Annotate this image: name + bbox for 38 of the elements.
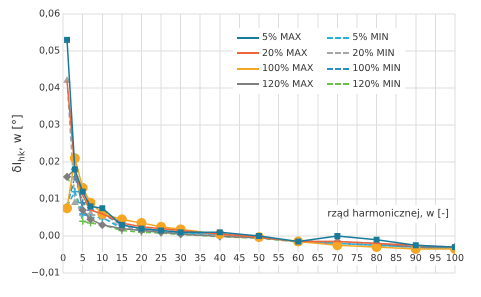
y-tick-label: 0,06 [38, 8, 60, 20]
legend-label: 20% MAX [262, 48, 308, 59]
x-tick-label: 85 [390, 253, 402, 264]
x-tick-label: 95 [429, 253, 442, 264]
x-axis-title: rząd harmonicznej, w [-] [327, 208, 450, 220]
legend-label: 100% MAX [262, 63, 314, 74]
x-tick-label: 30 [174, 253, 187, 264]
y-tick-label: 0,05 [38, 45, 60, 56]
y-tick-label: 0,04 [38, 82, 60, 94]
y-tick-label: 0,03 [38, 119, 60, 130]
legend-label: 5% MAX [262, 32, 302, 44]
x-tick-label: 5 [80, 253, 86, 264]
x-tick-label: 25 [155, 253, 168, 264]
legend-label: 120% MIN [352, 78, 401, 90]
x-tick-label: 75 [350, 253, 364, 264]
x-tick-label: 50 [252, 253, 266, 264]
legend-label: 20% MIN [352, 48, 395, 59]
x-tick-label: 45 [233, 253, 246, 264]
y-tick-label: 0,00 [38, 230, 60, 242]
x-tick-label: 40 [214, 253, 226, 264]
x-tick-label: 80 [370, 253, 383, 264]
legend-label: 100% MIN [352, 63, 401, 74]
y-tick-label: 0,01 [38, 193, 60, 204]
x-tick-label: 100 [446, 253, 464, 264]
y-axis-title: δIhk, w [°] [10, 114, 28, 173]
legend-label: 120% MAX [262, 78, 314, 90]
x-tick-label: 10 [96, 253, 108, 264]
x-tick-label: 20 [135, 253, 148, 264]
y-tick-label: 0,02 [38, 156, 60, 168]
x-tick-label: 60 [292, 253, 304, 264]
legend-label: 5% MIN [352, 32, 389, 44]
x-tick-label: 15 [116, 253, 128, 264]
x-tick-label: 35 [194, 253, 206, 264]
x-tick-label: 55 [272, 253, 285, 264]
y-tick-label: −0,01 [30, 267, 60, 278]
x-tick-label: 90 [410, 253, 422, 264]
x-tick-label: 65 [312, 253, 324, 264]
x-tick-label: 70 [331, 253, 344, 264]
